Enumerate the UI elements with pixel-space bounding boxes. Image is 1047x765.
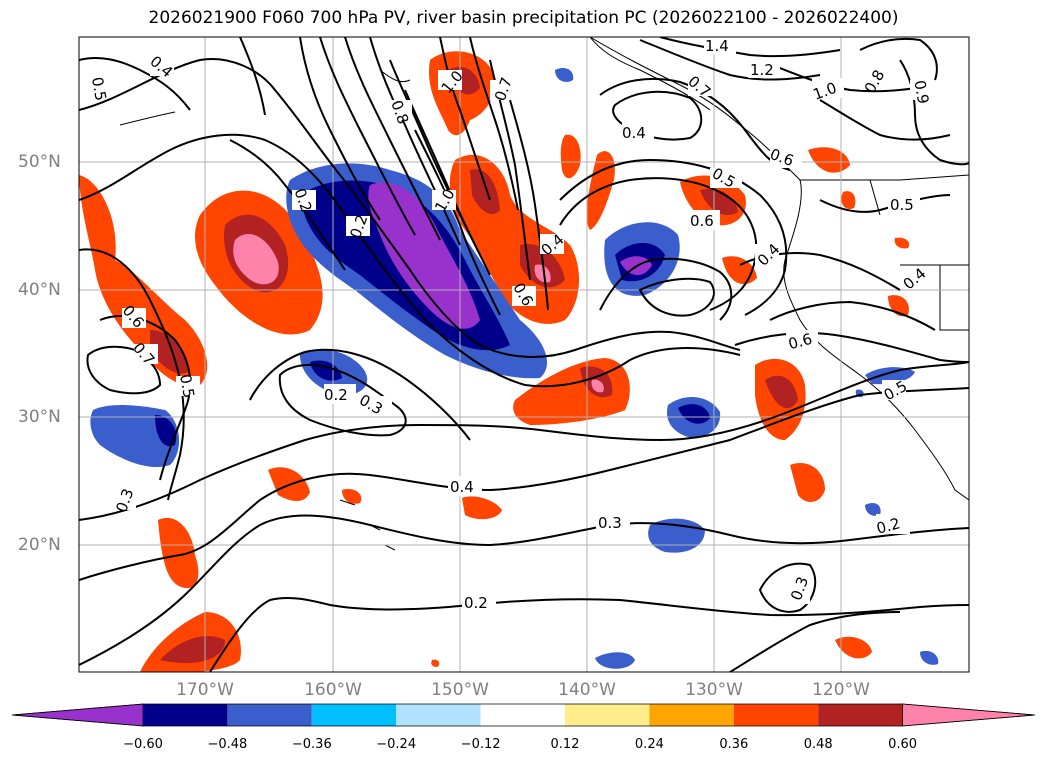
contour-label: 0.5 [176,373,198,400]
lon-label-160w: 160°W [304,680,362,700]
colorbar-segment [733,704,819,726]
lon-label-140w: 140°W [558,680,616,700]
contour-label: 0.6 [786,330,814,354]
contour-label: 1.2 [750,61,774,79]
contour-label: 0.2 [324,386,348,404]
colorbar-segment [396,704,481,726]
colorbar-segment [227,704,312,726]
positive-anomaly-shading [79,51,910,672]
contour-label: 0.5 [890,196,914,214]
lat-label-20n: 20°N [18,535,61,555]
contour-label: 0.4 [622,124,646,142]
colorbar-extend-low [11,703,144,727]
colorbar-tick-label: 0.24 [634,737,664,752]
contour-label: 0.5 [88,76,110,103]
map-area: 0.5 0.4 0.8 1.0 0.7 1.4 1.2 1.0 0.8 0.9 … [79,37,969,672]
colorbar-tick-label: 0.36 [719,737,749,752]
lat-label-50n: 50°N [18,152,61,172]
colorbar-tick-label: −0.24 [376,737,417,752]
colorbar [11,703,1036,727]
colorbar-tick-label: −0.36 [291,737,332,752]
contour-label: 1.4 [705,37,729,55]
contour-label: 0.2 [874,514,902,538]
contour-label-group: 0.5 0.4 0.8 1.0 0.7 1.4 1.2 1.0 0.8 0.9 … [88,37,932,612]
lon-label-120w: 120°W [812,680,870,700]
contour-label: 0.3 [598,514,622,532]
colorbar-tick-label: 0.12 [550,737,580,752]
colorbar-outline [11,703,1036,727]
graticule [79,37,969,672]
colorbar-segment [311,704,397,726]
contour-label: 0.2 [464,594,488,612]
pv-contours [79,37,969,672]
colorbar-tick-label: 0.60 [888,737,918,752]
lon-label-130w: 130°W [685,680,743,700]
colorbar-tick-label: −0.12 [460,737,501,752]
colorbar-tick-label: −0.60 [123,737,163,752]
contour-label: 0.9 [910,79,932,106]
lat-label-30n: 30°N [18,407,61,427]
colorbar-tick-label: −0.48 [207,737,248,752]
colorbar-tick-label: 0.48 [803,737,833,752]
contour-label: 0.6 [690,212,714,230]
lat-label-40n: 40°N [18,280,61,300]
colorbar-segment [649,704,734,726]
colorbar-segment [143,704,228,726]
chart-title: 2026021900 F060 700 hPa PV, river basin … [148,8,899,28]
map-border [78,36,970,673]
colorbar-extend-high [902,703,1036,727]
lon-label-150w: 150°W [431,680,489,700]
colorbar-segment [818,704,903,726]
colorbar-segment [480,704,565,726]
colorbar-segment [565,704,650,726]
contour-label: 0.4 [450,478,474,496]
lon-label-170w: 170°W [176,680,234,700]
